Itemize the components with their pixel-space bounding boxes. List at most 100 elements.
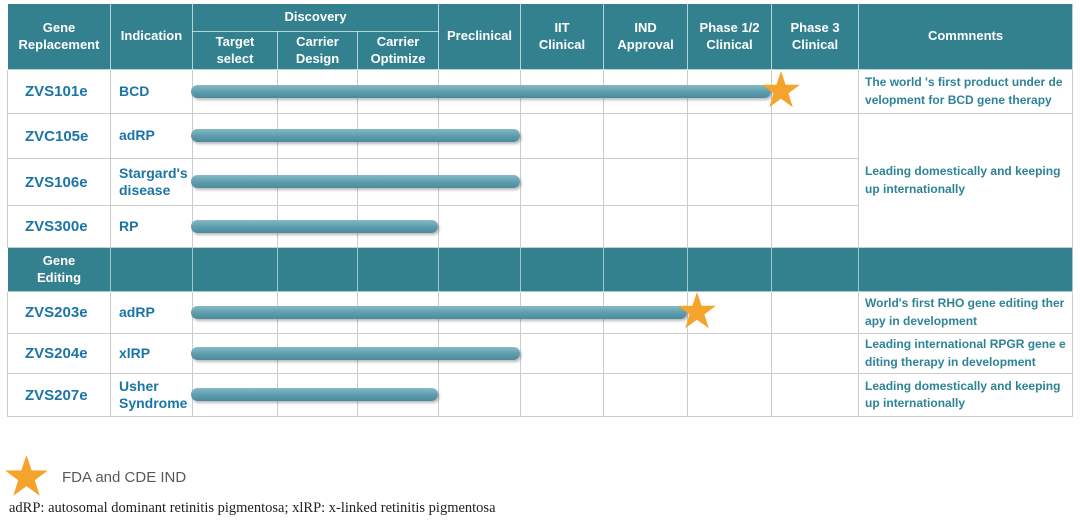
stage-cell — [438, 205, 522, 248]
stage-cell — [356, 205, 440, 248]
col-header-phase12-clinical: Phase 1/2 Clinical — [687, 3, 773, 70]
stage-cell — [192, 205, 278, 248]
stage-cell — [356, 373, 440, 417]
stage-cell — [438, 333, 522, 374]
stage-cell — [277, 158, 358, 206]
stage-cell — [771, 158, 860, 206]
stage-cell — [771, 373, 860, 417]
stage-cell — [603, 373, 689, 417]
section-cell — [110, 247, 193, 292]
stage-cell — [438, 291, 522, 334]
stage-cell — [520, 158, 605, 206]
stage-cell — [192, 69, 278, 114]
product-name: ZVS106e — [7, 158, 111, 206]
stage-cell — [603, 333, 689, 374]
stage-cell — [192, 333, 278, 374]
section-cell — [277, 247, 358, 292]
stage-cell — [356, 113, 440, 159]
indication-value: adRP — [110, 291, 193, 334]
section-cell — [603, 247, 689, 292]
product-name: ZVS300e — [7, 205, 111, 248]
product-name: ZVS101e — [7, 69, 111, 114]
section-cell — [687, 247, 773, 292]
stage-cell — [277, 373, 358, 417]
col-header-preclinical: Preclinical — [438, 3, 522, 70]
col-header-gene-replacement: Gene Replacement — [7, 3, 111, 70]
product-name: ZVS207e — [7, 373, 111, 417]
stage-cell — [520, 113, 605, 159]
stage-cell — [438, 373, 522, 417]
col-header-iit-clinical: IIT Clinical — [520, 3, 605, 70]
stage-cell — [771, 113, 860, 159]
indication-value: Usher Syndrome — [110, 373, 193, 417]
table-row: ZVS204e xlRP Leading international RPGR … — [7, 333, 1074, 374]
stage-cell — [687, 333, 773, 374]
stage-cell — [687, 113, 773, 159]
indication-value: BCD — [110, 69, 193, 114]
milestone-star-icon — [5, 455, 48, 496]
stage-cell — [771, 69, 860, 114]
stage-cell — [356, 291, 440, 334]
table-row: ZVC105e adRP Leading domestically and ke… — [7, 113, 1074, 248]
section-cell — [356, 247, 440, 292]
col-header-indication: Indication — [110, 3, 193, 70]
section-cell — [520, 247, 605, 292]
stage-cell — [603, 158, 689, 206]
section-label: Gene Editing — [7, 247, 111, 292]
stage-cell — [687, 205, 773, 248]
col-header-carrier-optimize: Carrier Optimize — [356, 31, 440, 70]
stage-cell — [356, 158, 440, 206]
stage-cell — [771, 333, 860, 374]
table-row: ZVS101e BCD The world 's first product u… — [7, 69, 1074, 114]
col-header-discovery: Discovery — [191, 3, 440, 32]
indication-value: RP — [110, 205, 193, 248]
stage-cell — [438, 69, 522, 114]
comment-cell-merged: Leading domestically and keeping up inte… — [858, 113, 1074, 248]
col-header-comments: Commnents — [858, 3, 1074, 70]
stage-cell — [277, 113, 358, 159]
stage-cell — [192, 158, 278, 206]
stage-cell — [687, 69, 773, 114]
pipeline-table-wrap: Gene Replacement Indication Discovery Pr… — [7, 3, 1074, 417]
comment-cell: World's first RHO gene editing therapy i… — [858, 291, 1074, 334]
stage-cell — [603, 69, 689, 114]
stage-cell — [438, 113, 522, 159]
stage-cell — [603, 291, 689, 334]
indication-value: Stargard's disease — [110, 158, 193, 206]
stage-cell — [192, 113, 278, 159]
section-cell — [438, 247, 522, 292]
col-header-ind-approval: IND Approval — [603, 3, 689, 70]
pipeline-table: Gene Replacement Indication Discovery Pr… — [7, 3, 1074, 417]
stage-cell — [687, 158, 773, 206]
stage-cell — [277, 291, 358, 334]
stage-cell — [520, 291, 605, 334]
stage-cell — [771, 205, 860, 248]
stage-cell — [277, 205, 358, 248]
stage-cell — [603, 113, 689, 159]
stage-cell — [687, 291, 773, 334]
col-header-phase3-clinical: Phase 3 Clinical — [771, 3, 860, 70]
table-row: ZVS203e adRP World's first RHO gene edit… — [7, 291, 1074, 334]
section-cell — [858, 247, 1074, 292]
stage-cell — [192, 373, 278, 417]
product-name: ZVS203e — [7, 291, 111, 334]
stage-cell — [771, 291, 860, 334]
product-name: ZVC105e — [7, 113, 111, 159]
table-row: ZVS207e Usher Syndrome Leading domestica… — [7, 373, 1074, 417]
section-cell — [771, 247, 860, 292]
stage-cell — [603, 205, 689, 248]
stage-cell — [520, 333, 605, 374]
comment-cell: The world 's first product under develop… — [858, 69, 1074, 114]
stage-cell — [687, 373, 773, 417]
stage-cell — [277, 69, 358, 114]
col-header-carrier-design: Carrier Design — [277, 31, 358, 70]
product-name: ZVS204e — [7, 333, 111, 374]
indication-value: adRP — [110, 113, 193, 159]
comment-cell: Leading domestically and keeping up inte… — [858, 373, 1074, 417]
stage-cell — [520, 69, 605, 114]
stage-cell — [520, 205, 605, 248]
stage-cell — [356, 69, 440, 114]
legend: FDA and CDE IND — [4, 455, 186, 500]
section-cell — [192, 247, 278, 292]
